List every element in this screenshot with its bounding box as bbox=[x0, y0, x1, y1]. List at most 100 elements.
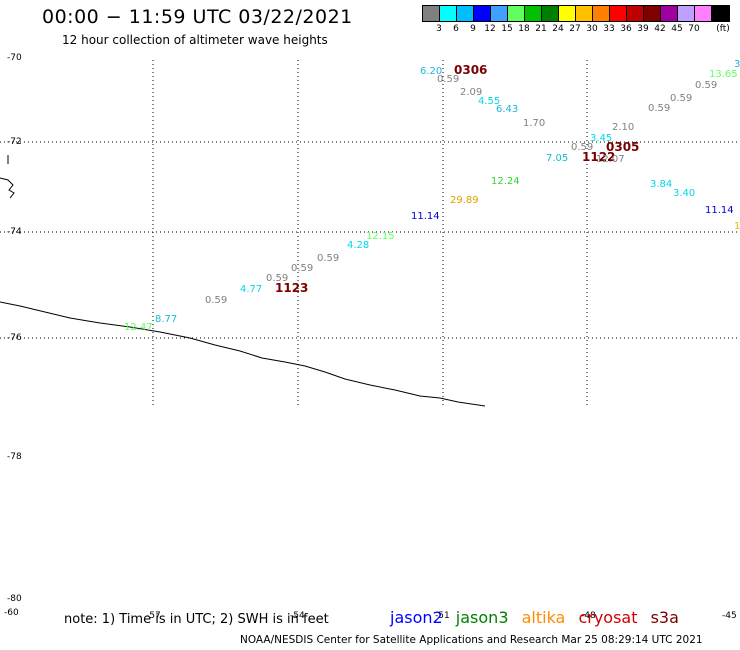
scale-label: 15 bbox=[501, 24, 513, 34]
color-scale-labels: 3 6 9 12 15 18 21 24 27 30 33 36 39 42 45 70 (ft) bbox=[422, 22, 730, 36]
scale-swatch bbox=[457, 6, 474, 21]
wave-height-label: 13.65 bbox=[709, 69, 738, 80]
wave-height-label: 4.77 bbox=[240, 284, 262, 295]
satellite-cryosat: cryosat bbox=[578, 608, 638, 627]
scale-swatch bbox=[423, 6, 440, 21]
pass-time-label: 1123 bbox=[275, 281, 308, 295]
wave-height-label: 12.07 bbox=[596, 154, 625, 165]
footer-credit: NOAA/NESDIS Center for Satellite Applica… bbox=[240, 634, 703, 646]
wave-height-label: 2.10 bbox=[612, 122, 634, 133]
satellite-altika: altika bbox=[521, 608, 566, 627]
scale-label: 6 bbox=[453, 24, 459, 34]
scale-swatch bbox=[644, 6, 661, 21]
scale-swatch bbox=[474, 6, 491, 21]
lat-label: -70 bbox=[7, 53, 22, 63]
scale-swatch bbox=[627, 6, 644, 21]
lat-label: -72 bbox=[7, 137, 22, 147]
color-scale: 3 6 9 12 15 18 21 24 27 30 33 36 39 42 45 70 (ft) bbox=[422, 5, 730, 36]
scale-swatch bbox=[695, 6, 712, 21]
lat-labels: -70 -72 -74 -76 -78 -80 bbox=[7, 53, 22, 604]
satellite-s3a: s3a bbox=[650, 608, 679, 627]
page-subtitle: 12 hour collection of altimeter wave hei… bbox=[62, 33, 328, 47]
scale-label: 33 bbox=[603, 24, 615, 34]
lon-label: -48 bbox=[581, 611, 596, 621]
lat-label: -80 bbox=[7, 594, 22, 604]
scale-label: 70 bbox=[688, 24, 700, 34]
lon-label: -54 bbox=[290, 611, 305, 621]
coastline bbox=[0, 301, 486, 407]
wave-height-label: 0.59 bbox=[571, 142, 593, 153]
wave-height-label: 0.59 bbox=[648, 103, 670, 114]
scale-label: 18 bbox=[518, 24, 530, 34]
coast-fragment bbox=[0, 177, 15, 199]
wave-height-label: 0.59 bbox=[670, 93, 692, 104]
wave-height-label: 3 bbox=[734, 59, 740, 70]
scale-swatch bbox=[440, 6, 457, 21]
scale-swatch bbox=[678, 6, 695, 21]
scale-label: 45 bbox=[671, 24, 683, 34]
pass-time-label: 0306 bbox=[454, 63, 487, 77]
pass-labels: 0306 0305 1122 1123 bbox=[275, 63, 639, 295]
satellite-jason2: jason2 bbox=[390, 608, 443, 627]
scale-swatch bbox=[508, 6, 525, 21]
scale-label: 39 bbox=[637, 24, 649, 34]
wave-height-label: 7.05 bbox=[546, 153, 568, 164]
scale-swatch bbox=[559, 6, 576, 21]
wave-height-label: 1 bbox=[734, 221, 740, 232]
scale-swatch bbox=[525, 6, 542, 21]
scale-label: (ft) bbox=[716, 24, 730, 34]
wave-height-label: 12.15 bbox=[366, 231, 395, 242]
scale-swatch bbox=[712, 6, 729, 21]
wave-height-label: 0.59 bbox=[291, 263, 313, 274]
scale-swatch bbox=[593, 6, 610, 21]
scale-label: 42 bbox=[654, 24, 666, 34]
wave-height-label: 0.59 bbox=[695, 80, 717, 91]
scale-label: 12 bbox=[484, 24, 496, 34]
note-text: note: 1) Time is in UTC; 2) SWH is in fe… bbox=[64, 612, 329, 627]
scale-label: 36 bbox=[620, 24, 632, 34]
wave-height-label: 11.14 bbox=[411, 211, 440, 222]
scale-label: 27 bbox=[569, 24, 581, 34]
scale-swatch bbox=[610, 6, 627, 21]
scale-swatch bbox=[661, 6, 678, 21]
lat-label: -76 bbox=[7, 333, 22, 343]
wave-height-label: 4.28 bbox=[347, 240, 369, 251]
wave-height-label: 8.77 bbox=[155, 314, 177, 325]
lon-label: -45 bbox=[722, 611, 737, 621]
wave-height-label: 0.59 bbox=[266, 273, 288, 284]
lat-label: -78 bbox=[7, 452, 22, 462]
color-scale-boxes bbox=[422, 5, 730, 22]
scale-swatch bbox=[576, 6, 593, 21]
wave-height-label: 1.70 bbox=[523, 118, 545, 129]
satellite-jason3: jason3 bbox=[455, 608, 509, 627]
wave-height-label: 0.59 bbox=[317, 253, 339, 264]
wave-height-label: 2.09 bbox=[460, 87, 482, 98]
lon-label: -51 bbox=[435, 611, 450, 621]
wave-height-labels: 6.20 0.59 2.09 4.55 6.43 1.70 0.59 0.59 … bbox=[124, 59, 740, 333]
wave-height-label: 3.84 bbox=[650, 179, 672, 190]
satellite-legend: jason2 jason3 altika cryosat s3a bbox=[390, 608, 687, 627]
wave-height-label: 3.45 bbox=[590, 133, 612, 144]
pass-time-label: 0305 bbox=[606, 140, 639, 154]
lon-labels: -60 -57 -54 -51 -48 -45 bbox=[4, 608, 737, 621]
wave-height-label: 4.55 bbox=[478, 96, 500, 107]
wave-height-label: 0.59 bbox=[205, 295, 227, 306]
wave-height-label: 6.43 bbox=[496, 104, 518, 115]
wave-height-label: 11.14 bbox=[705, 205, 734, 216]
scale-label: 3 bbox=[436, 24, 442, 34]
scale-label: 9 bbox=[470, 24, 476, 34]
page-title: 00:00 − 11:59 UTC 03/22/2021 bbox=[42, 6, 353, 28]
scale-label: 24 bbox=[552, 24, 564, 34]
lat-label: -74 bbox=[7, 227, 22, 237]
gridlines bbox=[0, 60, 740, 405]
wave-height-label: 12.47 bbox=[124, 322, 153, 333]
scale-label: 21 bbox=[535, 24, 547, 34]
lon-label: -57 bbox=[146, 611, 161, 621]
pass-time-label: 1122 bbox=[582, 150, 615, 164]
wave-height-label: 29.89 bbox=[450, 195, 479, 206]
wave-height-label: 3.40 bbox=[673, 188, 695, 199]
wave-height-label: 0.59 bbox=[437, 74, 459, 85]
scale-label: 30 bbox=[586, 24, 598, 34]
wave-height-label: 6.20 bbox=[420, 66, 442, 77]
